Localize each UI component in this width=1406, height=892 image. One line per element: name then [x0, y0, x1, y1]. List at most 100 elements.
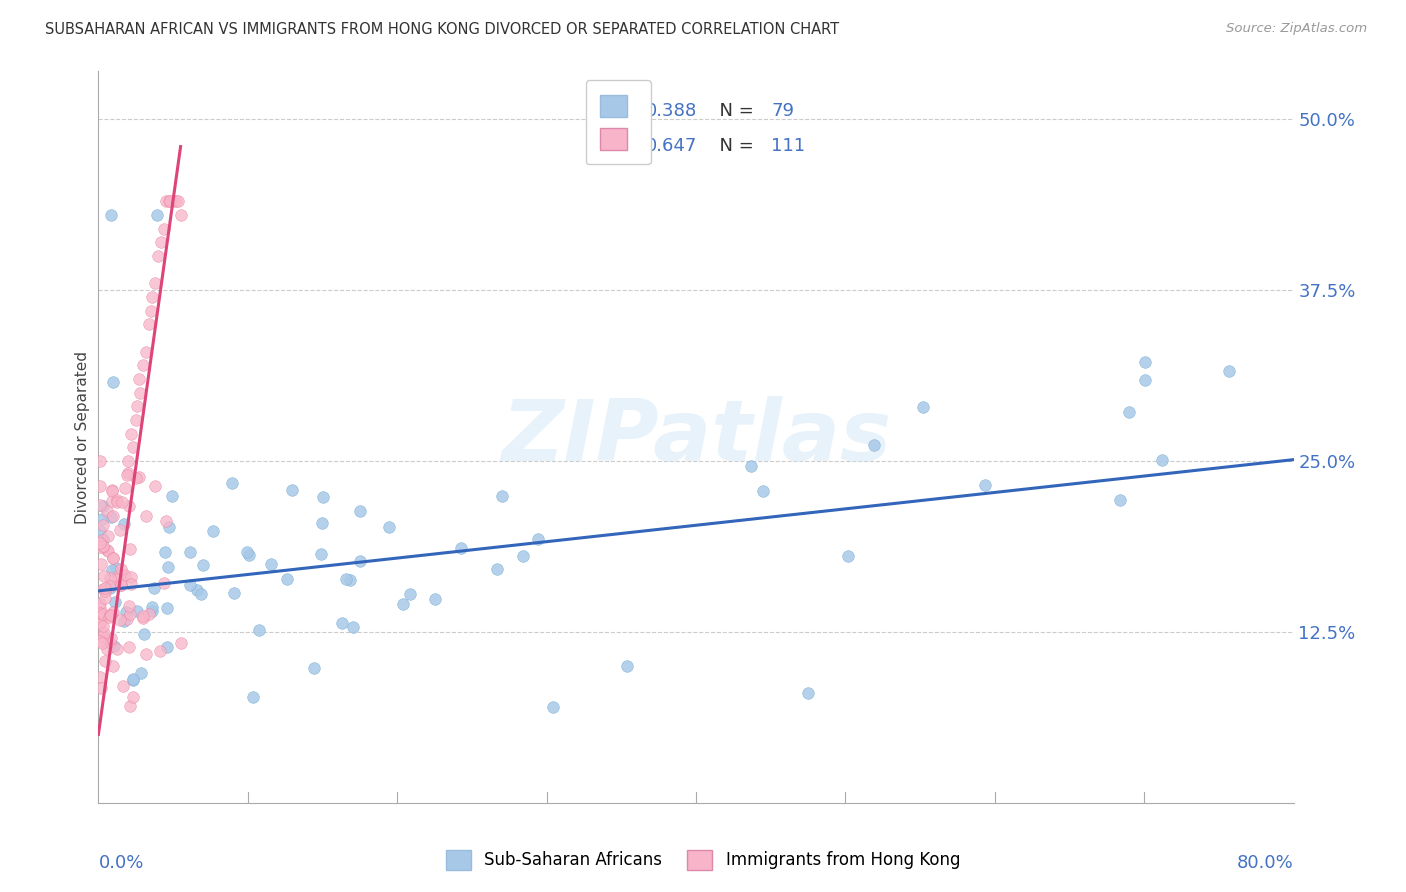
Point — [330, 615, 353, 630]
Point — [339, 573, 361, 587]
Point — [94, 654, 117, 668]
Point — [281, 483, 304, 497]
Point — [157, 194, 180, 209]
Point — [101, 550, 124, 565]
Point — [191, 558, 214, 573]
Point — [110, 562, 132, 576]
Text: SUBSAHARAN AFRICAN VS IMMIGRANTS FROM HONG KONG DIVORCED OR SEPARATED CORRELATIO: SUBSAHARAN AFRICAN VS IMMIGRANTS FROM HO… — [45, 22, 839, 37]
Point — [121, 690, 143, 704]
Point — [101, 658, 124, 673]
Point — [104, 595, 127, 609]
Point — [91, 517, 114, 532]
Point — [107, 568, 129, 582]
Point — [143, 277, 166, 291]
Point — [135, 344, 157, 359]
Point — [117, 640, 139, 654]
Point — [155, 545, 177, 559]
Point — [138, 318, 160, 332]
Point — [112, 679, 135, 693]
Point — [141, 600, 163, 615]
Point — [128, 372, 150, 386]
Point — [98, 607, 121, 622]
Point — [112, 614, 135, 628]
Point — [450, 541, 472, 555]
Point — [162, 194, 184, 209]
Point — [247, 623, 270, 637]
Text: ZIPatlas: ZIPatlas — [501, 395, 891, 479]
Point — [120, 570, 142, 584]
Point — [378, 520, 401, 534]
Point — [260, 557, 283, 571]
Point — [1152, 452, 1174, 467]
Point — [105, 492, 128, 507]
Point — [89, 596, 111, 610]
Point — [90, 557, 112, 571]
Point — [98, 571, 121, 585]
Point — [1109, 492, 1132, 507]
Point — [124, 471, 146, 485]
Point — [103, 375, 125, 389]
Point — [242, 690, 264, 704]
Point — [89, 607, 111, 621]
Point — [98, 579, 121, 593]
Point — [117, 612, 139, 626]
Point — [110, 523, 132, 537]
Point — [1118, 405, 1140, 419]
Point — [132, 609, 155, 624]
Point — [103, 639, 125, 653]
Point — [114, 568, 136, 582]
Point — [155, 194, 177, 209]
Point — [512, 549, 534, 564]
Point — [93, 569, 115, 583]
Point — [101, 509, 124, 524]
Point — [309, 547, 332, 561]
Point — [105, 561, 128, 575]
Point — [276, 572, 298, 586]
Point — [100, 509, 122, 524]
Point — [238, 548, 260, 562]
Point — [97, 544, 120, 558]
Point — [118, 599, 141, 614]
Point — [132, 627, 155, 641]
Point — [311, 516, 333, 530]
Point — [108, 613, 131, 627]
Point — [120, 577, 142, 591]
Point — [121, 672, 143, 686]
Point — [100, 208, 122, 222]
Point — [127, 400, 149, 414]
Point — [911, 401, 934, 415]
Point — [94, 581, 117, 595]
Point — [110, 578, 132, 592]
Point — [312, 490, 335, 504]
Point — [335, 572, 357, 586]
Point — [153, 221, 176, 235]
Point — [117, 466, 139, 480]
Point — [131, 611, 153, 625]
Point — [121, 440, 143, 454]
Point — [91, 540, 114, 554]
Point — [89, 454, 111, 468]
Point — [91, 512, 114, 526]
Point — [93, 591, 115, 605]
Point — [111, 495, 134, 509]
Point — [89, 479, 111, 493]
Point — [128, 470, 150, 484]
Point — [91, 532, 114, 546]
Point — [89, 615, 111, 629]
Point — [105, 495, 128, 509]
Point — [141, 604, 163, 618]
Point — [93, 499, 115, 513]
Point — [114, 481, 136, 495]
Point — [143, 581, 166, 595]
Point — [89, 498, 111, 512]
Point — [349, 554, 371, 568]
Point — [155, 514, 177, 528]
Point — [162, 489, 184, 503]
Point — [169, 208, 191, 222]
Text: R =: R = — [589, 102, 627, 120]
Point — [89, 634, 111, 648]
Text: 111: 111 — [772, 137, 806, 155]
Point — [125, 413, 148, 427]
Point — [115, 467, 138, 482]
Point — [98, 582, 121, 596]
